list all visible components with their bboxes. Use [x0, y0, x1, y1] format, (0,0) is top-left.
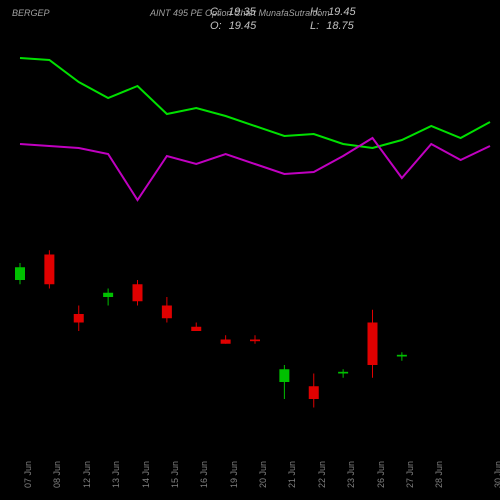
candle-body [74, 314, 84, 323]
candle-body [279, 369, 289, 382]
x-tick-label: 23 Jun [346, 461, 356, 488]
x-tick-label: 30 Jun [493, 461, 500, 488]
x-tick-label: 19 Jun [229, 461, 239, 488]
ticker-symbol: BERGEP [12, 8, 50, 18]
chart-area [0, 36, 500, 456]
x-tick-label: 12 Jun [82, 461, 92, 488]
ohlc-o-label: O: [210, 20, 222, 32]
x-tick-label: 14 Jun [141, 461, 151, 488]
candle-body [44, 255, 54, 285]
candle-body [191, 327, 201, 331]
ohlc-l-label: L: [310, 20, 319, 32]
candle-body [338, 372, 348, 374]
ohlc-o: O: 19.45 [210, 20, 256, 32]
ohlc-c: C: 19.35 [210, 6, 256, 18]
x-tick-label: 15 Jun [170, 461, 180, 488]
candle-body [103, 293, 113, 297]
x-tick-label: 26 Jun [376, 461, 386, 488]
x-tick-label: 08 Jun [52, 461, 62, 488]
x-tick-label: 21 Jun [287, 461, 297, 488]
ohlc-h-value: 19.45 [328, 6, 356, 18]
x-tick-label: 28 Jun [434, 461, 444, 488]
candlestick-series [0, 36, 500, 456]
x-tick-label: 16 Jun [199, 461, 209, 488]
candle-body [309, 386, 319, 399]
ohlc-c-label: C: [210, 6, 221, 18]
x-tick-label: 13 Jun [111, 461, 121, 488]
candle-body [162, 306, 172, 319]
candle-body [397, 355, 407, 357]
candle-body [250, 340, 260, 342]
ohlc-h-label: H: [310, 6, 321, 18]
x-tick-label: 07 Jun [23, 461, 33, 488]
candle-body [221, 340, 231, 344]
chart-header: BERGEP AINT 495 PE Option Chart MunafaSu… [0, 0, 500, 36]
x-tick-label: 22 Jun [317, 461, 327, 488]
ohlc-c-value: 19.35 [228, 6, 256, 18]
x-tick-label: 27 Jun [405, 461, 415, 488]
candle-body [368, 323, 378, 366]
x-axis: 07 Jun 08 Jun 12 Jun 13 Jun 14 Jun 15 Jun 16 J… [0, 456, 500, 500]
ohlc-h: H: 19.45 [310, 6, 356, 18]
ohlc-l: L: 18.75 [310, 20, 354, 32]
x-tick-label: 20 Jun [258, 461, 268, 488]
candle-body [15, 267, 25, 280]
candle-body [133, 284, 143, 301]
ohlc-o-value: 19.45 [229, 20, 257, 32]
ohlc-l-value: 18.75 [326, 20, 354, 32]
